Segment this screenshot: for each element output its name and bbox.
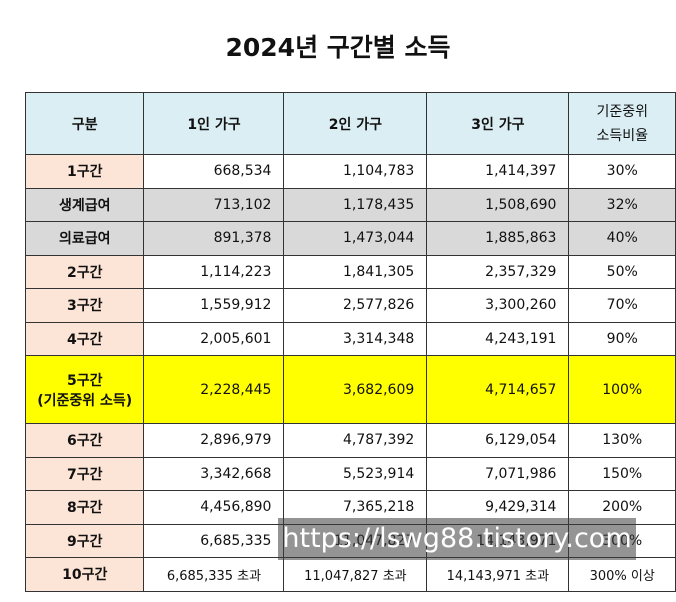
cell-line: 소득비율: [596, 127, 648, 144]
data-row: 4구간 2,005,601 3,314,348 4,243,191 90%: [24, 321, 676, 356]
header-cell: 구분: [24, 92, 145, 155]
cell: 3,314,348: [283, 321, 428, 356]
row-label: 생계급여: [24, 187, 145, 222]
cell: 1,885,863: [426, 221, 570, 256]
title: 2024년 구간별 소득: [225, 33, 451, 62]
data-row: 10구간 6,685,335 초과 11,047,827 초과 14,143,971 …: [24, 557, 676, 592]
data-row: 6구간 2,896,979 4,787,392 6,129,054 130%: [24, 423, 676, 458]
cell: 90%: [568, 321, 676, 356]
row-label: 4구간: [24, 321, 145, 356]
cell: 30%: [568, 154, 676, 189]
cell: 14,143,971 초과: [426, 557, 570, 592]
cell: 713,102: [143, 187, 285, 222]
cell: 1,508,690: [426, 187, 570, 222]
data-row: 의료급여 891,378 1,473,044 1,885,863 40%: [24, 221, 676, 256]
row-label: 의료급여: [24, 221, 145, 256]
cell-line: 5구간: [66, 372, 103, 389]
cell-line: (기준중위 소득): [37, 392, 133, 409]
income-table: 구분 1인 가구 2인 가구 3인 가구 기준중위 소득비율 1구간 668,534 1,104…: [24, 92, 676, 592]
cell: 300% 이상: [568, 557, 676, 592]
cell: 4,456,890: [143, 490, 285, 525]
row-label: 5구간 (기준중위 소득): [24, 355, 145, 424]
cell: 100%: [568, 355, 676, 424]
row-label: 9구간: [24, 523, 145, 558]
row-label: 6구간: [24, 423, 145, 458]
cell: 2,357,329: [426, 254, 570, 289]
cell: 4,714,657: [426, 355, 570, 424]
row-label: 7구간: [24, 456, 145, 491]
header-cell: 2인 가구: [283, 92, 428, 155]
cell: 1,841,305: [283, 254, 428, 289]
header-cell: 1인 가구: [143, 92, 285, 155]
cell: 5,523,914: [283, 456, 428, 491]
cell: 4,243,191: [426, 321, 570, 356]
cell: 40%: [568, 221, 676, 256]
cell: 150%: [568, 456, 676, 491]
cell: 3,300,260: [426, 288, 570, 323]
row-label: 8구간: [24, 490, 145, 525]
cell: 3,342,668: [143, 456, 285, 491]
cell: 50%: [568, 254, 676, 289]
data-row: 7구간 3,342,668 5,523,914 7,071,986 150%: [24, 456, 676, 491]
data-row: 생계급여 713,102 1,178,435 1,508,690 32%: [24, 187, 676, 222]
data-row: 8구간 4,456,890 7,365,218 9,429,314 200%: [24, 490, 676, 525]
cell: 1,104,783: [283, 154, 428, 189]
cell: 11,047,827 초과: [283, 557, 428, 592]
row-label: 1구간: [24, 154, 145, 189]
cell: 6,685,335: [143, 523, 285, 558]
data-row: 1구간 668,534 1,104,783 1,414,397 30%: [24, 154, 676, 189]
cell: 2,896,979: [143, 423, 285, 458]
cell: 130%: [568, 423, 676, 458]
data-row: 5구간 (기준중위 소득) 2,228,445 3,682,609 4,714,657 1…: [24, 355, 676, 424]
cell: 7,071,986: [426, 456, 570, 491]
cell: 668,534: [143, 154, 285, 189]
cell: 1,114,223: [143, 254, 285, 289]
row-label: 3구간: [24, 288, 145, 323]
row-label: 10구간: [24, 557, 145, 592]
cell: 6,685,335 초과: [143, 557, 285, 592]
cell: 1,473,044: [283, 221, 428, 256]
cell: 70%: [568, 288, 676, 323]
data-row: 3구간 1,559,912 2,577,826 3,300,260 70%: [24, 288, 676, 323]
cell: 32%: [568, 187, 676, 222]
cell: 1,178,435: [283, 187, 428, 222]
cell: 1,559,912: [143, 288, 285, 323]
data-row: 2구간 1,114,223 1,841,305 2,357,329 50%: [24, 254, 676, 289]
cell: 2,228,445: [143, 355, 285, 424]
cell: 2,005,601: [143, 321, 285, 356]
cell: 6,129,054: [426, 423, 570, 458]
cell: 4,787,392: [283, 423, 428, 458]
row-label: 2구간: [24, 254, 145, 289]
cell-line: 기준중위: [596, 103, 648, 120]
watermark: https://lswg88.tistory.com: [278, 518, 636, 560]
cell: 2,577,826: [283, 288, 428, 323]
cell: 3,682,609: [283, 355, 428, 424]
cell: 891,378: [143, 221, 285, 256]
cell: 1,414,397: [426, 154, 570, 189]
header-cell: 3인 가구: [426, 92, 570, 155]
header-row: 구분 1인 가구 2인 가구 3인 가구 기준중위 소득비율: [24, 92, 676, 155]
